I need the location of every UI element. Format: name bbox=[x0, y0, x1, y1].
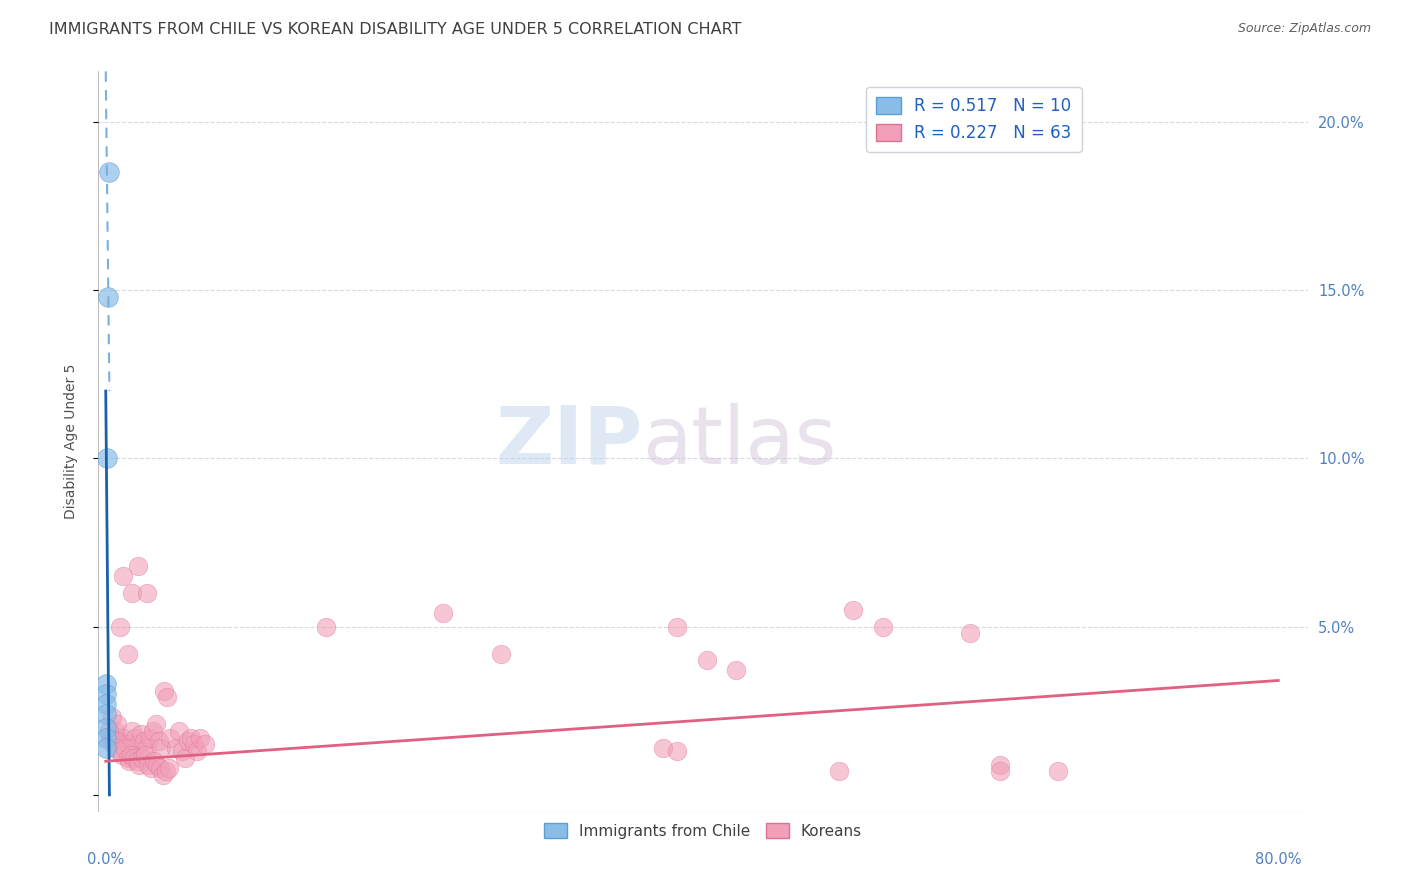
Point bbox=[114, 740, 136, 755]
Point bbox=[135, 586, 157, 600]
Point bbox=[117, 647, 139, 661]
Point bbox=[132, 734, 155, 748]
Text: atlas: atlas bbox=[643, 402, 837, 481]
Point bbox=[152, 767, 174, 781]
Point bbox=[135, 740, 157, 755]
Point bbox=[432, 606, 454, 620]
Point bbox=[94, 731, 117, 745]
Point bbox=[167, 723, 190, 738]
Point bbox=[94, 740, 117, 755]
Point bbox=[156, 690, 179, 705]
Point bbox=[194, 738, 217, 752]
Point bbox=[872, 619, 894, 633]
Point bbox=[145, 717, 167, 731]
Point bbox=[97, 723, 120, 738]
Point bbox=[988, 764, 1011, 779]
Point bbox=[115, 738, 138, 752]
Point bbox=[107, 717, 129, 731]
Text: IMMIGRANTS FROM CHILE VS KOREAN DISABILITY AGE UNDER 5 CORRELATION CHART: IMMIGRANTS FROM CHILE VS KOREAN DISABILI… bbox=[49, 22, 742, 37]
Text: ZIP: ZIP bbox=[495, 402, 643, 481]
Point bbox=[696, 653, 718, 667]
Point bbox=[124, 731, 146, 745]
Point bbox=[96, 697, 118, 711]
Point bbox=[146, 757, 169, 772]
Point bbox=[150, 740, 173, 755]
Y-axis label: Disability Age Under 5: Disability Age Under 5 bbox=[63, 364, 77, 519]
Point bbox=[96, 677, 118, 691]
Text: 80.0%: 80.0% bbox=[1256, 852, 1302, 867]
Point bbox=[959, 626, 981, 640]
Point bbox=[101, 738, 124, 752]
Point bbox=[174, 751, 197, 765]
Point bbox=[188, 731, 211, 745]
Point bbox=[1047, 764, 1070, 779]
Point bbox=[97, 165, 120, 179]
Point bbox=[111, 747, 134, 762]
Point bbox=[118, 754, 141, 768]
Point bbox=[183, 738, 205, 752]
Point bbox=[110, 619, 132, 633]
Point bbox=[122, 751, 145, 765]
Point bbox=[100, 710, 122, 724]
Point bbox=[177, 734, 200, 748]
Point bbox=[108, 744, 131, 758]
Point bbox=[491, 647, 513, 661]
Point bbox=[121, 586, 143, 600]
Point bbox=[112, 569, 135, 583]
Point bbox=[180, 731, 202, 745]
Point bbox=[117, 751, 139, 765]
Point bbox=[153, 683, 176, 698]
Point bbox=[128, 757, 150, 772]
Point bbox=[134, 747, 156, 762]
Point bbox=[842, 603, 865, 617]
Point bbox=[103, 723, 125, 738]
Point bbox=[155, 764, 177, 779]
Point bbox=[121, 723, 143, 738]
Point bbox=[159, 731, 181, 745]
Point bbox=[118, 740, 141, 755]
Point bbox=[127, 738, 149, 752]
Point bbox=[94, 707, 117, 722]
Point bbox=[141, 761, 163, 775]
Point bbox=[110, 734, 132, 748]
Point bbox=[724, 664, 747, 678]
Point bbox=[98, 731, 121, 745]
Point bbox=[170, 744, 193, 758]
Point bbox=[651, 740, 673, 755]
Point bbox=[186, 744, 208, 758]
Point bbox=[157, 761, 180, 775]
Legend: Immigrants from Chile, Koreans: Immigrants from Chile, Koreans bbox=[538, 816, 868, 845]
Point bbox=[127, 559, 149, 574]
Point bbox=[148, 734, 170, 748]
Point bbox=[94, 721, 117, 735]
Point bbox=[138, 731, 160, 745]
Point bbox=[105, 740, 128, 755]
Point bbox=[136, 757, 159, 772]
Point bbox=[120, 747, 142, 762]
Point bbox=[131, 751, 153, 765]
Point bbox=[142, 723, 165, 738]
Point bbox=[96, 687, 118, 701]
Point bbox=[988, 757, 1011, 772]
Point bbox=[125, 754, 148, 768]
Point bbox=[143, 754, 166, 768]
Point bbox=[315, 619, 337, 633]
Point bbox=[827, 764, 849, 779]
Text: Source: ZipAtlas.com: Source: ZipAtlas.com bbox=[1237, 22, 1371, 36]
Point bbox=[165, 740, 187, 755]
Point bbox=[666, 619, 689, 633]
Point bbox=[97, 290, 120, 304]
Point bbox=[666, 744, 689, 758]
Point bbox=[129, 727, 152, 741]
Point bbox=[96, 451, 118, 466]
Point bbox=[103, 734, 125, 748]
Text: 0.0%: 0.0% bbox=[87, 852, 124, 867]
Point bbox=[149, 761, 172, 775]
Point bbox=[112, 731, 135, 745]
